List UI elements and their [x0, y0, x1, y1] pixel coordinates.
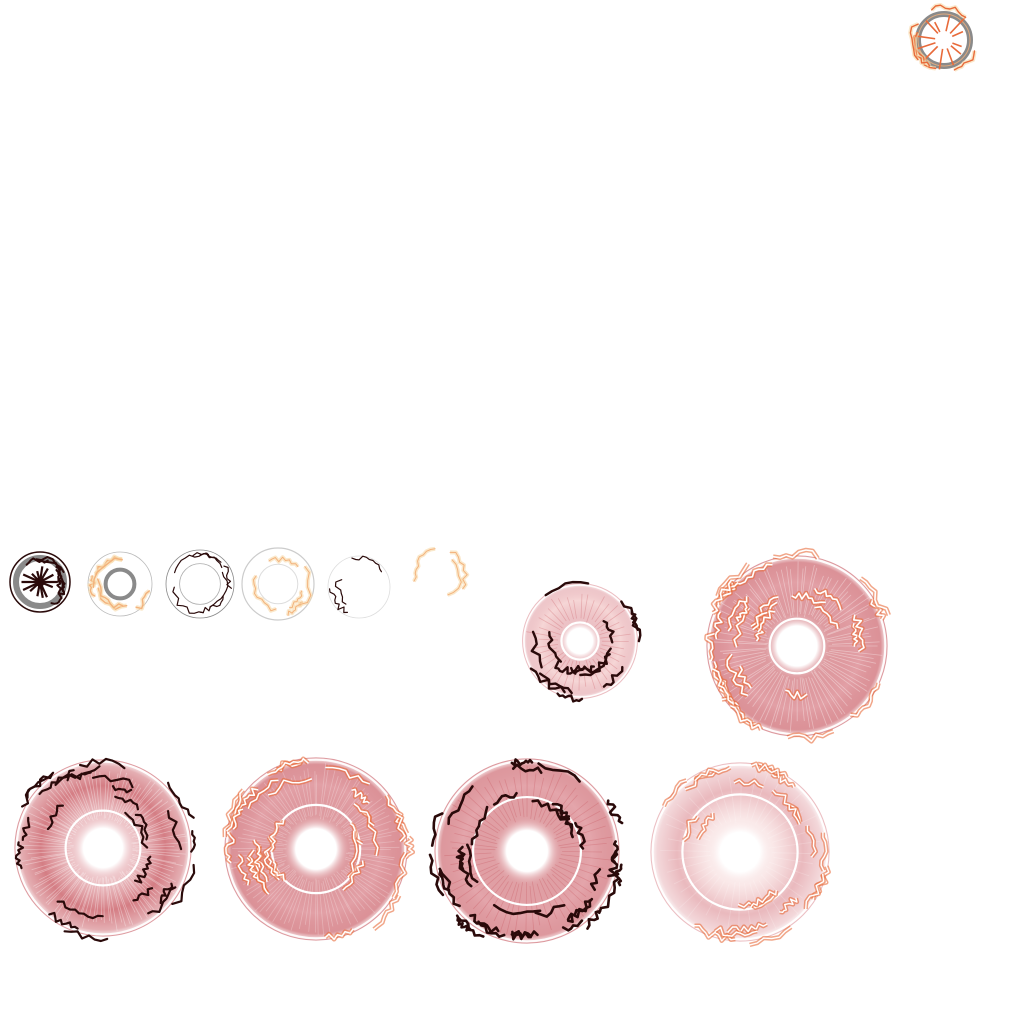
- large-frame-sprite: [700, 544, 894, 748]
- big-frame-4-sprite: [644, 752, 836, 952]
- small-frame-2-sprite: [84, 548, 156, 620]
- small-frame-5-sprite: [324, 552, 394, 622]
- icon-burst-ring-sprite: [908, 3, 980, 76]
- big-frame-1-sprite: [8, 752, 198, 944]
- small-frame-4-sprite: [238, 544, 318, 624]
- small-frame-1-sprite: [6, 548, 74, 616]
- small-frame-6-sprite: [402, 544, 476, 608]
- small-frame-3-sprite: [162, 546, 238, 622]
- medium-frame-sprite: [516, 574, 644, 708]
- big-frame-2-sprite: [218, 750, 416, 948]
- big-frame-3-sprite: [424, 752, 630, 950]
